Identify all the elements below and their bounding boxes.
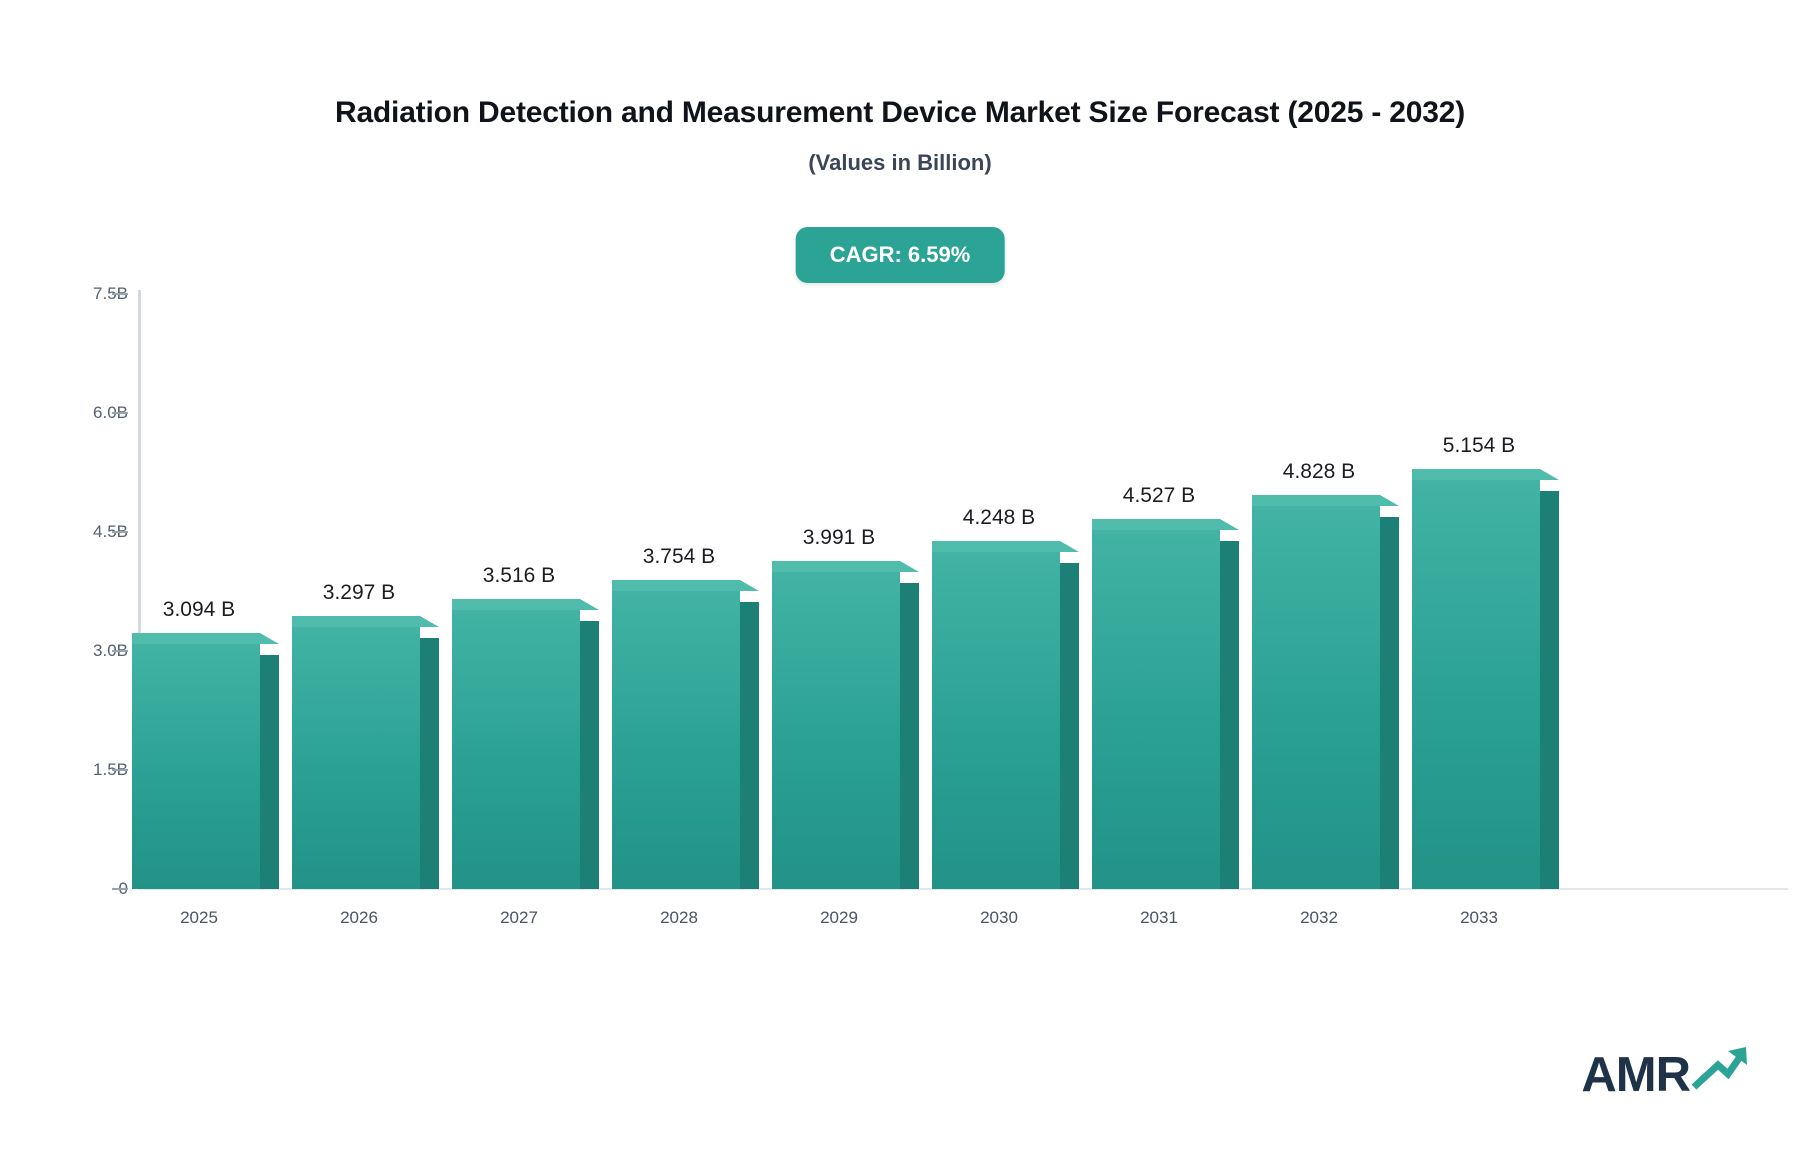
chart-subtitle: (Values in Billion) bbox=[808, 150, 992, 175]
bar-front-face bbox=[612, 591, 740, 889]
bar-front-face bbox=[932, 552, 1060, 889]
bar-top-face bbox=[452, 599, 599, 611]
x-axis-tick-label: 2026 bbox=[340, 908, 378, 927]
bar-value-label: 3.754 B bbox=[642, 545, 716, 569]
y-axis-tick-label: 1.5B bbox=[93, 760, 128, 779]
amr-logo-text: AMR bbox=[1581, 1048, 1691, 1102]
bar-value-label: 4.828 B bbox=[1282, 459, 1356, 483]
bar-side-face bbox=[260, 654, 279, 889]
bar-front-face bbox=[132, 643, 260, 889]
bar-front-face bbox=[772, 572, 900, 889]
x-axis-line bbox=[138, 888, 1788, 890]
cagr-badge: CAGR: 6.59% bbox=[795, 227, 1005, 283]
bar-value-label: 3.297 B bbox=[322, 581, 396, 605]
bar-front-face bbox=[1092, 529, 1220, 889]
bar-value-label: 3.991 B bbox=[802, 526, 876, 550]
bar-top-face bbox=[932, 541, 1079, 552]
y-axis-tick-mark bbox=[112, 412, 128, 414]
x-axis-tick-label: 2025 bbox=[180, 908, 218, 927]
bar-value-label: 4.527 B bbox=[1122, 483, 1196, 507]
page-title: Radiation Detection and Measurement Devi… bbox=[334, 96, 1466, 129]
bar-front-face bbox=[292, 627, 420, 889]
y-axis-line bbox=[138, 290, 141, 890]
bar-top-face bbox=[772, 561, 919, 573]
y-axis-tick-label: 4.5B bbox=[93, 522, 128, 541]
bar-top-face bbox=[132, 632, 279, 644]
bar-top-face bbox=[1252, 494, 1399, 506]
trending-up-arrow-icon bbox=[1691, 1045, 1748, 1096]
bar-top-face bbox=[612, 580, 759, 592]
bar-top-face bbox=[1092, 518, 1239, 530]
bar-side-face bbox=[1220, 540, 1239, 889]
bar-side-face bbox=[1380, 516, 1399, 889]
bar-front-face bbox=[1252, 505, 1380, 889]
y-axis-tick-mark bbox=[112, 888, 128, 890]
y-axis-tick-mark bbox=[112, 650, 128, 652]
y-axis-tick-label: 6.0B bbox=[93, 403, 128, 422]
bar-value-label: 3.094 B bbox=[162, 597, 236, 621]
bar-top-face bbox=[1412, 469, 1559, 481]
x-axis-tick-label: 2029 bbox=[820, 908, 858, 927]
amr-logo: AMR bbox=[1581, 1045, 1748, 1100]
bar-front-face bbox=[1412, 480, 1540, 889]
y-axis-tick-label: 7.5B bbox=[93, 284, 128, 303]
bar-side-face bbox=[420, 638, 439, 889]
x-axis-tick-label: 2028 bbox=[660, 908, 698, 927]
bar-side-face bbox=[900, 583, 919, 889]
y-axis-tick-label: 0 bbox=[0, 879, 128, 899]
bar-value-label: 3.516 B bbox=[482, 564, 556, 588]
chart-header: Radiation Detection and Measurement Devi… bbox=[0, 96, 1800, 176]
bar-value-label: 4.248 B bbox=[962, 506, 1036, 529]
bar-value-label: 5.154 B bbox=[1442, 434, 1516, 458]
bar-front-face bbox=[452, 610, 580, 889]
x-axis-tick-label: 2032 bbox=[1300, 908, 1338, 927]
bar-side-face bbox=[1540, 491, 1559, 889]
y-axis-tick-mark bbox=[112, 769, 128, 771]
bar-top-face bbox=[292, 616, 439, 628]
y-axis-tick-label: 3.0B bbox=[93, 641, 128, 660]
bar-side-face bbox=[1060, 563, 1079, 889]
x-axis-tick-label: 2030 bbox=[980, 908, 1018, 927]
bar-side-face bbox=[580, 621, 599, 889]
bar-side-face bbox=[740, 602, 759, 889]
x-axis-tick-label: 2033 bbox=[1460, 908, 1498, 927]
x-axis-tick-label: 2027 bbox=[500, 908, 538, 927]
y-axis-tick-mark bbox=[112, 531, 128, 533]
y-axis-tick-mark bbox=[112, 293, 128, 295]
x-axis-tick-label: 2031 bbox=[1140, 908, 1178, 927]
